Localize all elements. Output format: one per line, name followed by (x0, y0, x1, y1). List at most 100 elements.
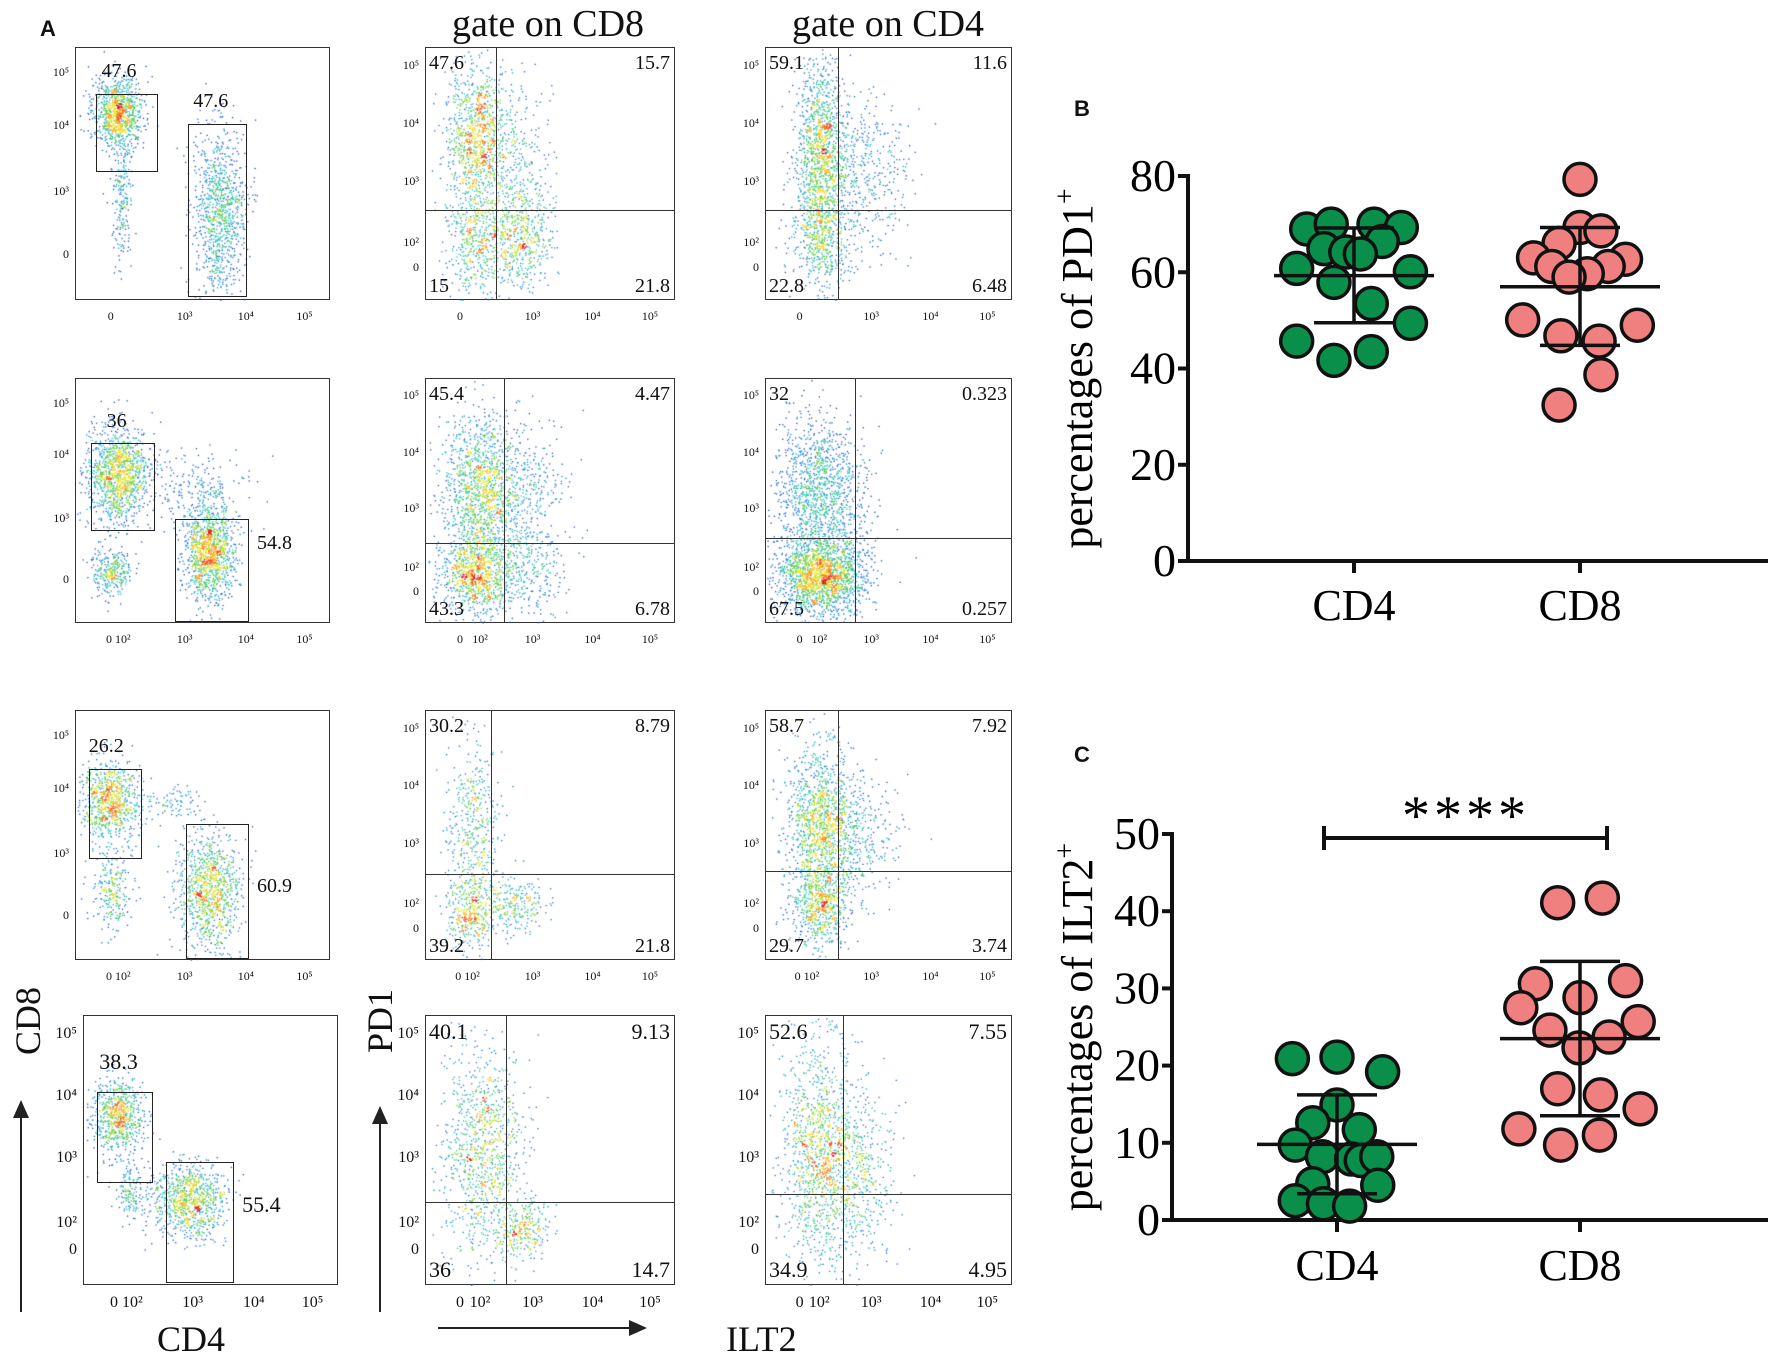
y-tick-label: 10² (738, 1213, 759, 1231)
cd4-gate-percentage: 54.8 (257, 532, 293, 555)
x-tick-label: 10⁴ (237, 632, 254, 646)
y-axis-label: percentages of PD1+ (1050, 188, 1102, 548)
data-point (1392, 305, 1429, 342)
y-tick-label: 10⁵ (402, 388, 419, 403)
x-tick-label: 10⁵ (639, 1294, 661, 1311)
quadrant-upper-left-percentage: 40.1 (429, 1019, 468, 1044)
quadrant-upper-left-percentage: 52.6 (769, 1019, 808, 1044)
data-point (1620, 1003, 1656, 1040)
quadrant-lower-right-percentage: 0.257 (962, 598, 1007, 620)
y-tick-label: 10⁴ (742, 778, 759, 792)
x-tick-label: 0 10² (106, 632, 131, 646)
data-point (1583, 357, 1619, 393)
x-tick-label: 10³ (863, 309, 880, 323)
y-tick-label: 10⁴ (737, 1087, 759, 1104)
cd8-gate-box (88, 768, 143, 859)
quadrant-horizontal-line (426, 543, 674, 545)
quadrant-upper-right-percentage: 8.79 (635, 715, 670, 737)
category-label: CD4 (1312, 581, 1395, 630)
x-tick-label: 10⁴ (922, 632, 939, 646)
y-tick-label: 10⁴ (742, 115, 759, 130)
y-tick-label: 10³ (403, 500, 419, 515)
data-point (1319, 1039, 1355, 1075)
quadrant-lower-right-percentage: 6.78 (635, 598, 670, 620)
x-tick-label: 10⁴ (922, 309, 939, 323)
y-tick-label: 10² (398, 1213, 419, 1231)
quadrant-lower-right-percentage: 14.7 (631, 1257, 671, 1282)
x-tick-label: 10² (472, 632, 488, 646)
y-tick-label: 10⁵ (737, 1024, 759, 1042)
y-tick-label: 40 (1130, 343, 1176, 394)
quadrant-lower-left-percentage: 36 (429, 1257, 451, 1282)
y-tick-label: 60 (1130, 246, 1176, 297)
quadrant-lower-left-percentage: 22.8 (769, 275, 804, 297)
x-tick-label: 10² (469, 1294, 491, 1311)
quadrant-vertical-line (854, 379, 857, 622)
y-tick-label: 0 (63, 247, 69, 262)
quadrant-lower-right-percentage: 21.8 (635, 935, 670, 957)
x-tick-label: 10⁴ (919, 1294, 942, 1311)
y-tick-label: 10⁵ (402, 720, 419, 735)
data-point (1562, 161, 1598, 198)
series-cd4 (1257, 1039, 1417, 1224)
y-tick-label: 50 (1114, 808, 1160, 859)
y-tick-label: 10⁴ (52, 780, 69, 795)
x-tick-label: 10⁵ (641, 969, 659, 983)
quadrant-horizontal-line (426, 209, 674, 212)
y-tick-label: 10³ (53, 845, 69, 860)
cd8-gate-box (96, 1091, 153, 1184)
significance-stars: **** (1402, 785, 1530, 847)
y-tick-label: 10³ (743, 835, 759, 850)
cd4-gate-percentage: 47.6 (193, 90, 229, 112)
quadrant-horizontal-line (766, 871, 1011, 873)
y-tick-label: 10⁵ (742, 57, 759, 72)
x-tick-label: 10⁴ (584, 969, 601, 983)
y-tick-label: 10³ (403, 835, 419, 850)
panel-a-label: A (40, 16, 56, 41)
x-tick-label: 10³ (176, 309, 193, 323)
flow-plot-row3-cd4: 58.7 7.92 29.7 3.74 (765, 710, 1013, 961)
quadrant-upper-left-percentage: 32 (769, 383, 789, 405)
x-tick-label: 0 (796, 632, 803, 646)
y-tick-label: 0 (413, 920, 419, 935)
cd4-gate-box (185, 823, 250, 959)
y-tick-label: 10⁴ (397, 1087, 419, 1104)
quadrant-vertical-line (491, 711, 493, 959)
x-tick-label: 10⁵ (979, 969, 996, 983)
quadrant-horizontal-line (426, 1202, 674, 1204)
data-point (1581, 1117, 1618, 1153)
x-tick-label: 10³ (522, 1294, 543, 1311)
y-tick-label: 10³ (53, 510, 69, 525)
y-tick-label: 10⁵ (397, 1024, 419, 1042)
y-tick-label: 0 (1153, 535, 1176, 586)
flow-density-dots (426, 711, 676, 961)
data-point (1541, 387, 1577, 423)
flow-density-dots (76, 711, 331, 961)
quadrant-lower-left-percentage: 29.7 (769, 935, 804, 957)
x-tick-label: 10⁵ (979, 309, 996, 323)
quadrant-vertical-line (496, 48, 498, 299)
data-point (1274, 1040, 1311, 1077)
cd8-gate-percentage: 26.2 (88, 735, 124, 757)
x-tick-label: 10³ (863, 632, 880, 646)
quadrant-horizontal-line (766, 1194, 1011, 1196)
series-cd4 (1274, 206, 1434, 379)
category-label: CD4 (1295, 1241, 1378, 1290)
cd4-gate-box (188, 123, 247, 298)
y-tick-label: 10³ (398, 1149, 419, 1167)
data-point (1353, 285, 1390, 322)
data-point (1542, 1127, 1579, 1163)
data-point (1582, 1077, 1619, 1113)
x-tick-label: 10⁴ (922, 969, 939, 983)
quadrant-vertical-line (837, 48, 839, 299)
data-point (1619, 307, 1656, 343)
x-tick-label: 10³ (524, 969, 541, 983)
x-tick-label: 0 10² (794, 969, 820, 983)
flow-plot-row2-cd4: 32 0.323 67.5 0.257 (765, 378, 1013, 624)
x-tick-label: 0 (796, 309, 803, 323)
data-point (1503, 989, 1539, 1026)
y-tick-label: 40 (1114, 885, 1160, 936)
panel-c-label: C (1074, 742, 1090, 767)
data-point (1501, 1111, 1537, 1147)
